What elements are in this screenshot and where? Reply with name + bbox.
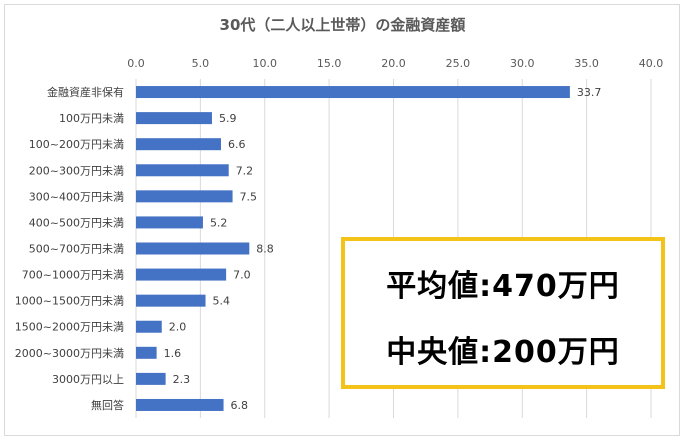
bar — [136, 372, 166, 385]
data-label: 7.2 — [236, 164, 254, 177]
bar — [136, 398, 224, 411]
data-label: 2.3 — [173, 373, 191, 386]
data-label: 7.5 — [240, 190, 258, 203]
x-tick-label: 30.0 — [510, 57, 535, 70]
bar — [136, 320, 162, 333]
average-value: 平均値:470万円 — [386, 269, 620, 304]
x-tick-label: 20.0 — [381, 57, 406, 70]
bar — [136, 216, 203, 229]
bar — [136, 242, 250, 255]
data-label: 6.6 — [228, 138, 246, 151]
bar — [136, 346, 157, 359]
x-tick-label: 15.0 — [317, 57, 342, 70]
x-tick-label: 10.0 — [253, 57, 278, 70]
category-label: 1000~1500万円未満 — [15, 295, 124, 308]
data-label: 5.4 — [213, 295, 231, 308]
x-tick-label: 0.0 — [127, 57, 145, 70]
bar — [136, 112, 212, 125]
category-label: 200~300万円未満 — [29, 164, 124, 177]
data-label: 7.0 — [233, 269, 251, 282]
category-label: 無回答 — [91, 398, 124, 412]
category-label: 700~1000万円未満 — [22, 269, 124, 282]
category-label: 400~500万円未満 — [29, 216, 124, 229]
x-tick-label: 35.0 — [574, 57, 599, 70]
value-labels: 33.7 5.9 6.6 7.2 7.5 5.2 8.8 7.05.4 2.0 1.6 2.3 6.8 — [164, 86, 602, 412]
category-label: 100~200万円未満 — [29, 138, 124, 151]
x-axis-ticks: 0.0 5.0 10.0 15.0 20.0 25.0 30.0 35.0 40.0 — [127, 57, 663, 70]
x-tick-label: 5.0 — [192, 57, 210, 70]
bar — [136, 86, 570, 99]
bar — [136, 294, 206, 307]
data-label: 2.0 — [169, 321, 187, 334]
data-label: 5.2 — [210, 216, 228, 229]
category-label: 1500~2000万円未満 — [15, 321, 124, 334]
bar — [136, 164, 229, 177]
data-label: 6.8 — [231, 399, 249, 412]
chart-title: 30代（二人以上世帯）の金融資産額 — [219, 16, 466, 34]
category-labels: 金融資産非保有 100万円未満 100~200万円未満 200~300万円未満 300~… — [15, 85, 124, 412]
category-label: 金融資産非保有 — [47, 85, 124, 99]
stats-callout: 平均値:470万円 中央値:200万円 — [341, 237, 665, 389]
category-label: 100万円未満 — [59, 112, 124, 125]
category-label: 3000万円以上 — [52, 373, 124, 386]
bars — [136, 86, 570, 411]
data-label: 1.6 — [164, 347, 182, 360]
category-label: 500~700万円未満 — [29, 243, 124, 256]
category-label: 2000~3000万円未満 — [15, 347, 124, 360]
bar — [136, 268, 227, 281]
bar — [136, 190, 233, 203]
data-label: 33.7 — [577, 86, 602, 99]
x-tick-label: 25.0 — [446, 57, 471, 70]
bar — [136, 138, 221, 151]
data-label: 5.9 — [219, 112, 237, 125]
category-label: 300~400万円未満 — [29, 190, 124, 203]
x-tick-label: 40.0 — [639, 57, 664, 70]
data-label: 8.8 — [256, 243, 274, 256]
median-value: 中央値:200万円 — [386, 335, 620, 370]
